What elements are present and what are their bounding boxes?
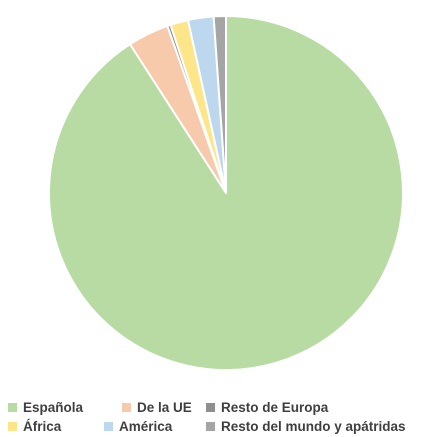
pie-slice-resto-del-mundo-y-apatridas [212,14,227,194]
pie-chart [47,14,404,371]
legend-label: Resto de Europa [221,400,329,415]
legend-label: Resto del mundo y apátridas [221,419,406,434]
legend-row: África América Resto del mundo y apátrid… [8,417,438,436]
legend-swatch [104,422,113,431]
legend-swatch [8,403,17,412]
legend-item-de-la-ue: De la UE [122,400,206,415]
legend-label: América [119,419,173,434]
legend-item-resto-de-europa: Resto de Europa [206,400,328,415]
legend-label: Española [23,400,84,415]
legend-item-espanola: Española [8,400,122,415]
legend-swatch [122,403,131,412]
legend-item-africa: África [8,419,104,434]
legend: Española De la UE Resto de Europa África… [8,398,438,436]
legend-swatch [8,422,17,431]
legend-label: De la UE [137,400,192,415]
legend-row: Española De la UE Resto de Europa [8,398,438,417]
legend-swatch [206,403,215,412]
legend-swatch [206,422,215,431]
legend-label: África [23,419,62,434]
legend-item-resto-del-mundo: Resto del mundo y apátridas [206,419,406,434]
legend-item-america: América [104,419,206,434]
